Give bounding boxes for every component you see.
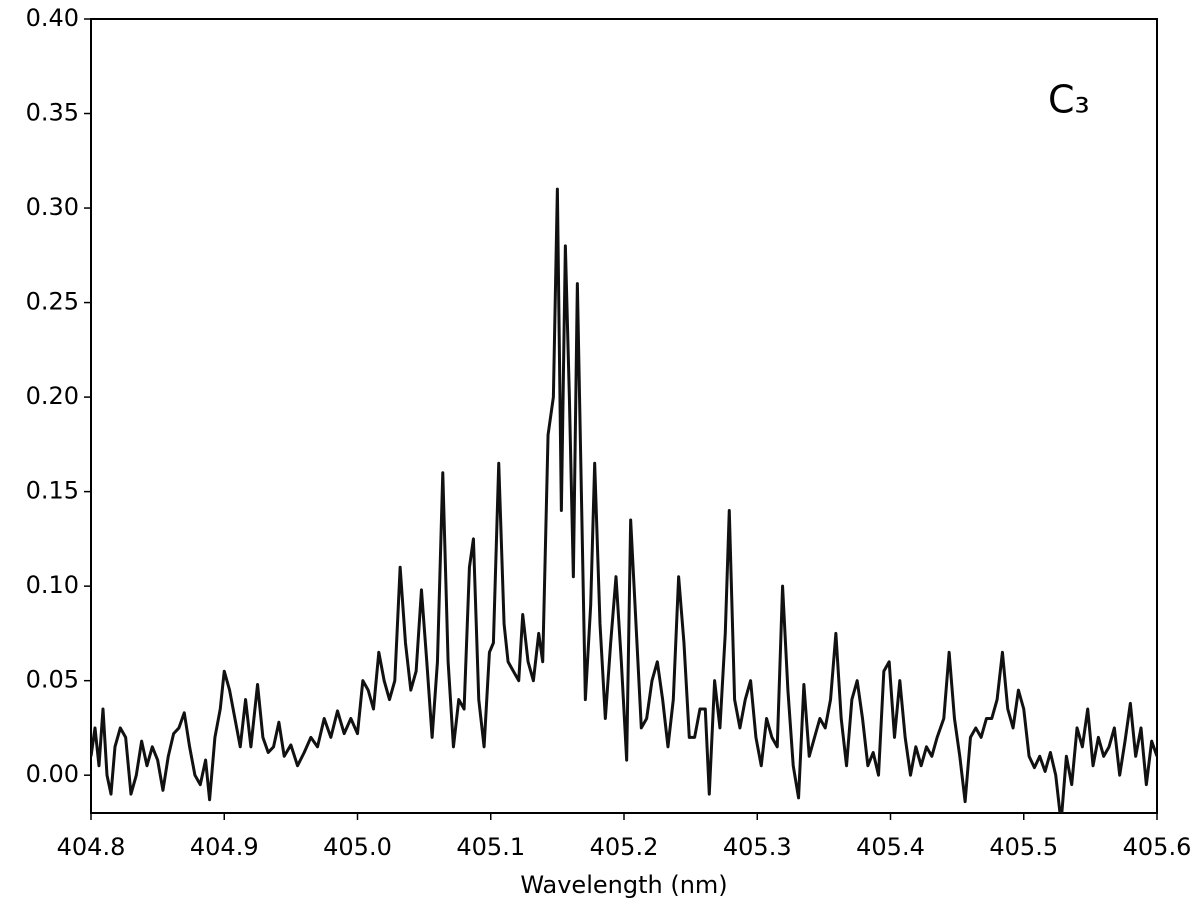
y-tick-label: 0.05 xyxy=(26,666,79,694)
x-tick-label: 405.1 xyxy=(456,833,525,861)
x-axis-label: Wavelength (nm) xyxy=(520,871,727,899)
spectrum-line xyxy=(91,187,1157,813)
x-tick-label: 404.9 xyxy=(190,833,259,861)
x-tick-label: 404.8 xyxy=(57,833,126,861)
y-tick-label: 0.40 xyxy=(26,4,79,32)
y-tick-label: 0.20 xyxy=(26,382,79,410)
x-tick-label: 405.2 xyxy=(590,833,659,861)
y-tick-label: 0.25 xyxy=(26,288,79,316)
annotation: C₃ xyxy=(1048,78,1090,122)
x-tick-label: 405.0 xyxy=(323,833,392,861)
x-tick-label: 405.6 xyxy=(1123,833,1192,861)
x-tick-label: 405.3 xyxy=(723,833,792,861)
y-tick-label: 0.30 xyxy=(26,193,79,221)
x-tick-label: 405.4 xyxy=(856,833,925,861)
y-tick-label: 0.00 xyxy=(26,760,79,788)
y-tick-label: 0.15 xyxy=(26,477,79,505)
x-tick-label: 405.5 xyxy=(989,833,1058,861)
y-tick-label: 0.10 xyxy=(26,571,79,599)
y-tick-label: 0.35 xyxy=(26,99,79,127)
